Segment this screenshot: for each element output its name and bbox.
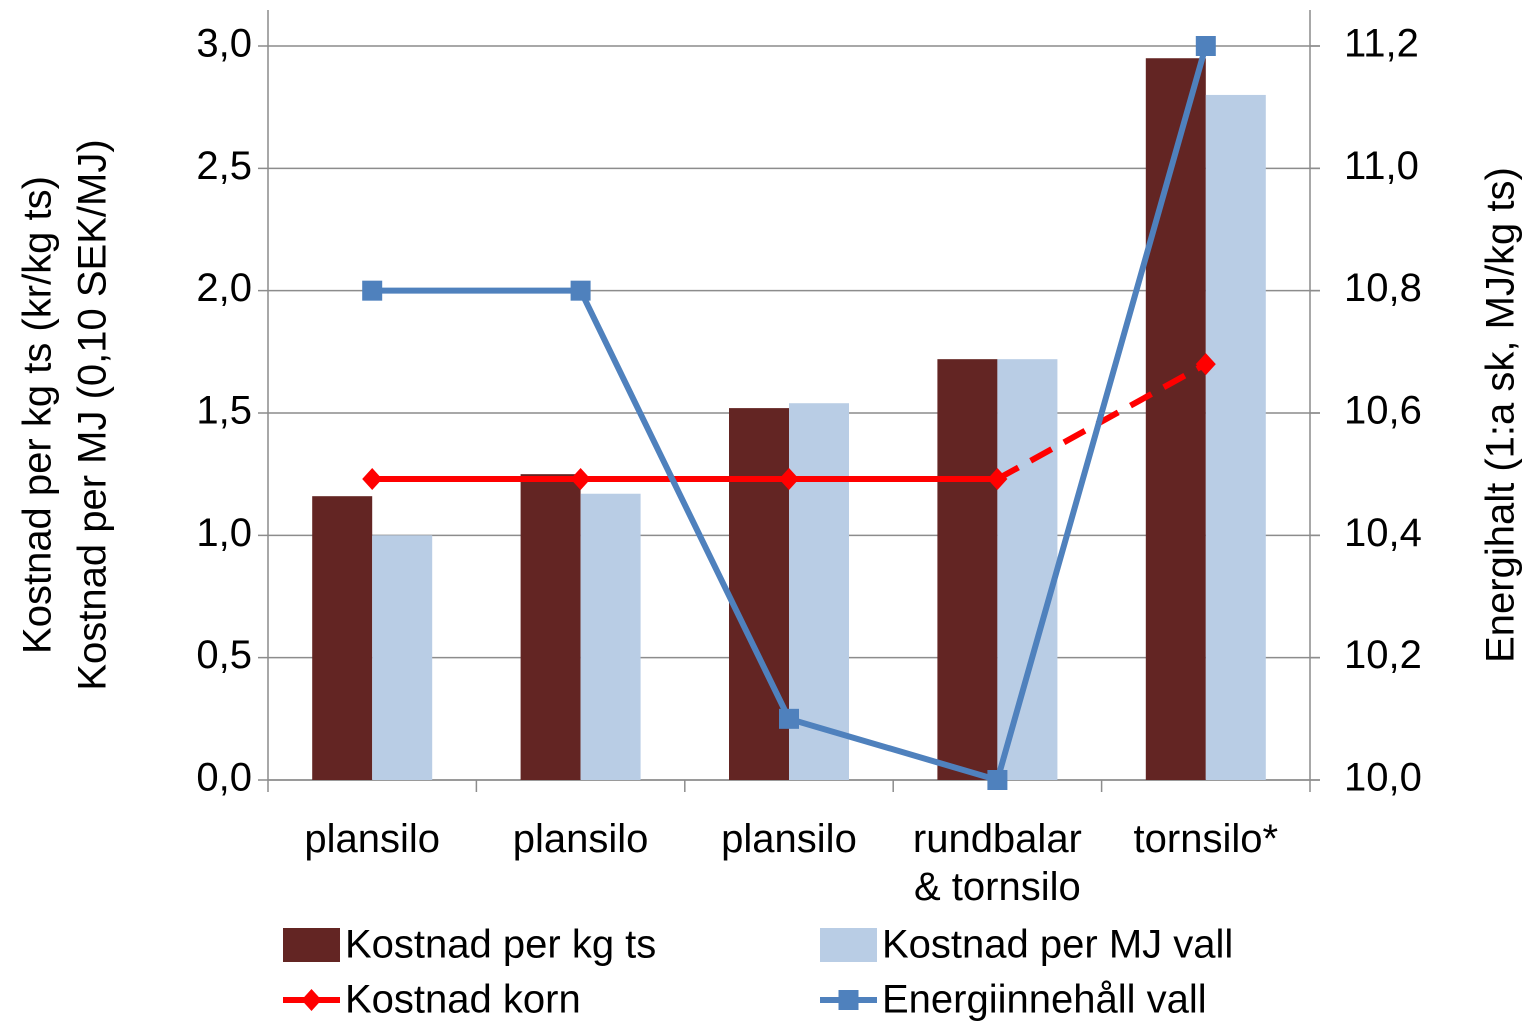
y2-axis-title: Energihalt (1:a sk, MJ/kg ts) — [1479, 167, 1523, 663]
y-tick-label: 2,5 — [196, 144, 252, 188]
y2-tick-label: 10,6 — [1344, 389, 1422, 433]
y-tick-label: 0,5 — [196, 633, 252, 677]
bar — [520, 474, 581, 780]
y2-tick-label: 11,2 — [1344, 22, 1419, 66]
y-axis-title: Kostnad per MJ (0,10 SEK/MJ) — [71, 139, 115, 690]
y2-tick-label: 10,2 — [1344, 633, 1422, 677]
x-tick-label: plansilo — [512, 817, 649, 861]
bar — [937, 359, 998, 780]
x-tick-label: rundbalar & tornsilo — [912, 817, 1082, 909]
legend-swatch — [283, 928, 340, 962]
legend-swatch — [820, 928, 877, 962]
bar — [1205, 94, 1266, 780]
bar — [997, 359, 1058, 780]
line-marker — [362, 468, 383, 491]
legend-label: Kostnad per kg ts — [345, 923, 656, 967]
x-tick-label: plansilo — [721, 817, 857, 861]
legend-label: Kostnad per MJ vall — [882, 923, 1233, 967]
y2-tick-label: 10,4 — [1344, 511, 1422, 555]
legend-label: Energiinnehåll vall — [882, 978, 1207, 1022]
x-tick-label: tornsilo* — [1133, 817, 1279, 861]
y-tick-label: 3,0 — [196, 22, 252, 66]
y2-tick-label: 10,8 — [1344, 266, 1422, 310]
bar — [1145, 58, 1206, 780]
bar — [580, 493, 641, 780]
legend-marker — [301, 989, 322, 1011]
line-marker — [1195, 36, 1216, 56]
line-marker — [570, 280, 591, 301]
line-marker — [1195, 353, 1216, 376]
y-tick-label: 2,0 — [196, 266, 252, 310]
bar — [312, 496, 373, 780]
y-tick-label: 0,0 — [196, 756, 252, 800]
y-tick-label: 1,0 — [196, 511, 252, 555]
line-marker — [570, 468, 591, 491]
y-axis-title: Kostnad per kg ts (kr/kg ts) — [16, 176, 60, 654]
bar — [372, 535, 433, 780]
line-marker — [779, 708, 799, 729]
x-tick-label: plansilo — [304, 817, 441, 861]
line-marker — [362, 280, 383, 301]
line-marker — [987, 468, 1008, 491]
y2-tick-label: 10,0 — [1344, 756, 1422, 800]
legend-label: Kostnad korn — [345, 978, 581, 1022]
line-marker — [987, 770, 1008, 790]
line-marker — [779, 468, 799, 491]
y-tick-label: 1,5 — [196, 389, 252, 433]
y2-tick-label: 11,0 — [1344, 144, 1419, 188]
legend-marker — [838, 990, 859, 1010]
